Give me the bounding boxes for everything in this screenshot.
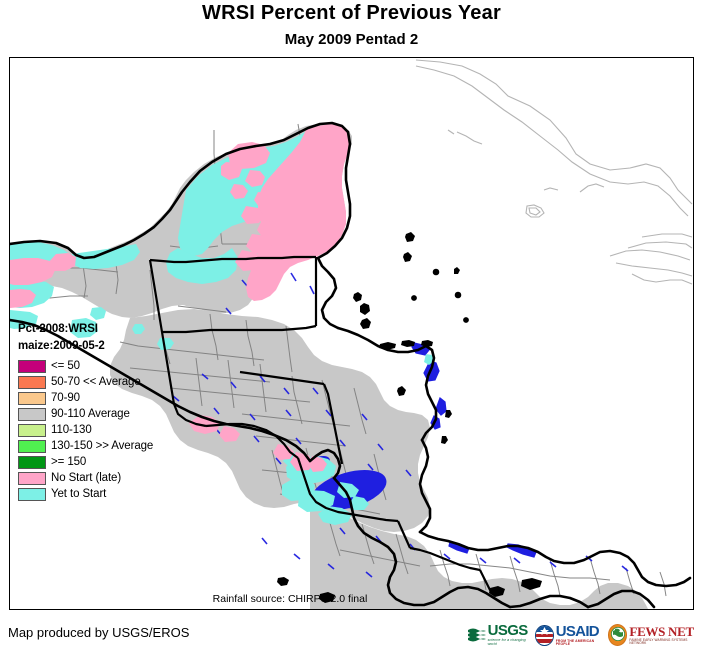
map-graphic — [10, 58, 693, 609]
legend-item[interactable]: 70-90 — [10, 390, 195, 406]
legend-swatch-90-110 — [18, 407, 46, 421]
legend-swatch-yet-to-start — [18, 487, 46, 501]
logo-bar: USGS science for a changing world USAID … — [468, 619, 696, 651]
legend-swatch-110-130 — [18, 423, 46, 437]
national-borders — [148, 255, 493, 595]
map-canvas[interactable]: Pct-2008:WRSI maize:2009-05-2 <= 50 50-7… — [9, 57, 694, 610]
legend-swatch-lte50 — [18, 359, 46, 373]
legend-item[interactable]: 110-130 — [10, 422, 195, 438]
globe-icon — [607, 624, 628, 646]
legend-item[interactable]: >= 150 — [10, 454, 195, 470]
legend-swatch-70-90 — [18, 391, 46, 405]
fews-tagline: FAMINE EARLY WARNING SYSTEMS NETWORK — [629, 637, 688, 645]
legend-item[interactable]: 90-110 Average — [10, 406, 195, 422]
legend-label: >= 150 — [51, 456, 87, 468]
usaid-tagline: FROM THE AMERICAN PEOPLE — [555, 638, 595, 646]
map-legend: Pct-2008:WRSI maize:2009-05-2 <= 50 50-7… — [10, 321, 195, 502]
legend-label: Yet to Start — [51, 488, 107, 500]
legend-label: 130-150 >> Average — [51, 440, 154, 452]
legend-items: <= 50 50-70 << Average 70-90 90-110 Aver… — [10, 358, 195, 502]
map-credit: Map produced by USGS/EROS — [8, 625, 190, 640]
legend-swatch-gte150 — [18, 455, 46, 469]
legend-title-line1: Pct-2008:WRSI — [18, 323, 98, 335]
legend-item[interactable]: No Start (late) — [10, 470, 195, 486]
usgs-logo[interactable]: USGS science for a changing world — [468, 620, 530, 650]
legend-label: <= 50 — [51, 360, 80, 372]
legend-item[interactable]: 130-150 >> Average — [10, 438, 195, 454]
legend-swatch-no-start — [18, 471, 46, 485]
legend-item[interactable]: Yet to Start — [10, 486, 195, 502]
legend-label: 50-70 << Average — [51, 376, 141, 388]
legend-label: 110-130 — [51, 424, 92, 436]
usgs-wordmark: USGS — [487, 622, 529, 640]
rainfall-source-note: Rainfall source: CHIRPS 2.0 final — [212, 593, 368, 605]
legend-title-line2: maize:2009-05-2 — [18, 340, 105, 352]
caribbean-island-outlines — [415, 59, 693, 285]
usaid-logo[interactable]: USAID FROM THE AMERICAN PEOPLE — [535, 620, 603, 650]
legend-label: No Start (late) — [51, 472, 122, 484]
fews-wordmark: FEWS NET — [629, 623, 694, 639]
legend-item[interactable]: <= 50 — [10, 358, 195, 374]
usgs-wave-icon — [468, 627, 486, 643]
land-costa-rica-panama — [310, 504, 648, 609]
legend-swatch-50-70 — [18, 375, 46, 389]
usaid-seal-icon — [535, 624, 554, 646]
page-title: WRSI Percent of Previous Year — [202, 2, 501, 24]
page-subtitle: May 2009 Pentad 2 — [284, 31, 419, 48]
legend-label: 90-110 Average — [51, 408, 130, 420]
usaid-wordmark: USAID — [555, 622, 600, 640]
usgs-tagline: science for a changing world — [487, 638, 526, 646]
fews-net-logo[interactable]: FEWS NET FAMINE EARLY WARNING SYSTEMS NE… — [607, 620, 696, 650]
legend-item[interactable]: 50-70 << Average — [10, 374, 195, 390]
legend-label: 70-90 — [51, 392, 80, 404]
legend-swatch-130-150 — [18, 439, 46, 453]
